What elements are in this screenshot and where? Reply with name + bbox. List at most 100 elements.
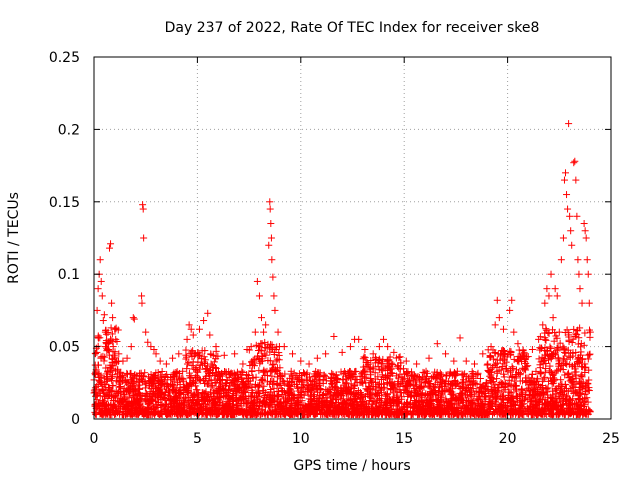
data-point: [129, 314, 137, 322]
data-point: [572, 176, 580, 184]
noise-point: [532, 367, 540, 375]
data-point: [115, 350, 123, 358]
data-point: [413, 360, 421, 368]
data-point: [582, 234, 590, 242]
data-point: [355, 335, 363, 343]
data-point: [450, 357, 458, 365]
data-point: [580, 220, 588, 228]
data-point: [471, 360, 479, 368]
noise-point: [552, 332, 560, 340]
noise-point: [510, 377, 518, 385]
data-point: [185, 321, 193, 329]
data-point: [220, 351, 228, 359]
data-point: [100, 311, 108, 319]
data-point: [402, 357, 410, 365]
data-point: [456, 334, 464, 342]
data-point: [361, 345, 369, 353]
data-point: [581, 227, 589, 235]
data-point: [564, 205, 572, 213]
noise-point: [443, 372, 451, 380]
grid-lines: [94, 57, 611, 419]
noise-point: [105, 351, 113, 359]
data-point: [573, 212, 581, 220]
data-point: [499, 325, 507, 333]
data-point: [493, 296, 501, 304]
data-point: [575, 270, 583, 278]
noise-point: [142, 389, 150, 397]
data-point: [107, 240, 115, 248]
data-point: [200, 317, 208, 325]
data-point: [330, 332, 338, 340]
noise-point: [577, 372, 585, 380]
data-point: [96, 256, 104, 264]
data-point: [265, 241, 273, 249]
noise-band: [90, 324, 594, 419]
data-point: [305, 360, 313, 368]
noise-point: [510, 355, 518, 363]
data-point: [566, 212, 574, 220]
data-point: [247, 343, 255, 351]
noise-point: [188, 362, 196, 370]
noise-point: [237, 389, 245, 397]
data-point: [433, 340, 441, 348]
noise-point: [91, 408, 99, 416]
data-point: [297, 357, 305, 365]
data-point: [585, 299, 593, 307]
data-point: [156, 357, 164, 365]
noise-point: [303, 377, 311, 385]
data-point: [559, 234, 567, 242]
data-point: [106, 244, 114, 252]
data-point: [99, 317, 107, 325]
data-point: [565, 120, 573, 128]
data-point: [322, 350, 330, 358]
data-points: [90, 120, 594, 419]
data-point: [175, 350, 183, 358]
data-point: [138, 292, 146, 300]
data-point: [231, 350, 239, 358]
data-point: [563, 191, 571, 199]
data-point: [567, 227, 575, 235]
data-point: [375, 343, 383, 351]
data-point: [206, 331, 214, 339]
data-point: [266, 198, 274, 206]
data-point: [138, 299, 146, 307]
data-point: [253, 277, 261, 285]
data-point: [144, 338, 152, 346]
data-point: [255, 292, 263, 300]
data-point: [239, 360, 247, 368]
data-point: [267, 220, 275, 228]
data-point: [543, 285, 551, 293]
data-point: [152, 350, 160, 358]
data-point: [274, 328, 282, 336]
data-point: [553, 292, 561, 300]
data-point: [541, 299, 549, 307]
data-point: [571, 157, 579, 165]
data-point: [495, 314, 503, 322]
data-point: [267, 234, 275, 242]
data-point: [183, 335, 191, 343]
data-point: [539, 321, 547, 329]
data-point: [384, 343, 392, 351]
data-point: [506, 306, 514, 314]
data-point: [369, 350, 377, 358]
data-point: [574, 256, 582, 264]
data-point: [139, 201, 147, 209]
noise-point: [255, 367, 263, 375]
data-point: [390, 348, 398, 356]
data-point: [269, 273, 277, 281]
data-point: [568, 241, 576, 249]
noise-point: [102, 373, 110, 381]
data-point: [93, 306, 101, 314]
data-point: [545, 292, 553, 300]
data-point: [396, 353, 404, 361]
noise-point: [423, 369, 431, 377]
data-point: [258, 314, 266, 322]
data-point: [123, 354, 131, 362]
noise-point: [546, 343, 554, 351]
data-point: [425, 354, 433, 362]
data-point: [562, 169, 570, 177]
data-point: [262, 321, 270, 329]
noise-point: [289, 375, 297, 383]
noise-point: [143, 396, 151, 404]
